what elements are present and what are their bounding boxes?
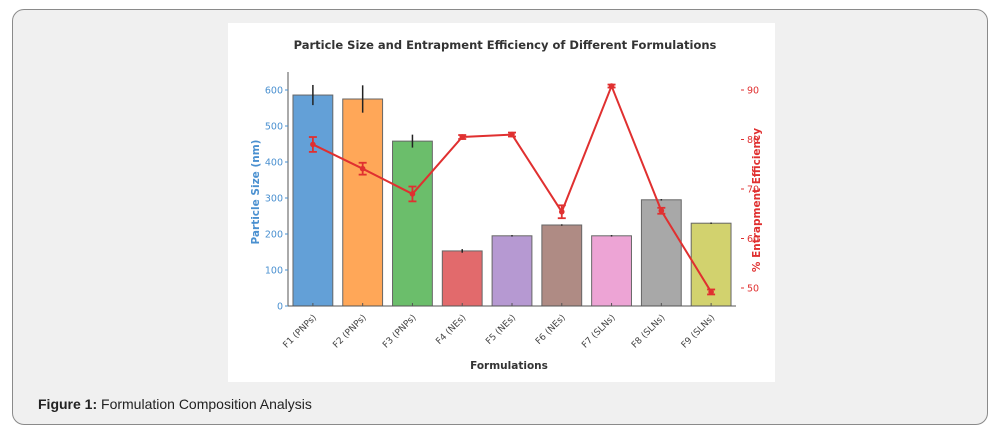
x-tick-label: F8 (SLNs)	[630, 313, 667, 350]
efficiency-point	[409, 191, 416, 197]
y2-tick-label: 70	[747, 185, 759, 196]
y2-tick-label: 60	[747, 234, 759, 245]
y-tick-label: 100	[265, 266, 283, 277]
x-tick-label: F9 (SLNs)	[680, 313, 717, 350]
y-tick-label: 500	[265, 122, 283, 133]
bar-error-bars	[312, 84, 712, 253]
x-tick-label: F6 (NEs)	[534, 313, 568, 347]
caption-text: Formulation Composition Analysis	[97, 396, 312, 412]
y-tick-label: 400	[265, 158, 283, 169]
efficiency-point	[509, 131, 515, 138]
x-tick-label: F2 (PNPs)	[331, 313, 368, 350]
bars-group	[292, 94, 732, 307]
bar	[441, 250, 483, 307]
y-tick-label: 0	[277, 302, 283, 313]
x-tick-label: F4 (NEs)	[434, 313, 468, 347]
x-tick-label: F7 (SLNs)	[580, 313, 617, 350]
y2-axis-label: % Entrapment Efficiency	[751, 128, 763, 272]
axes-group: F1 (PNPs) F2 (PNPs) F3 (PNPs) F4 (NEs) F5 (N…	[265, 72, 759, 350]
efficiency-point	[359, 165, 366, 172]
y-tick-label: 200	[265, 230, 283, 241]
x-axis-label: Formulations	[470, 360, 548, 372]
y-axis-label: Particle Size (nm)	[250, 140, 262, 245]
efficiency-line-group	[308, 83, 716, 296]
y2-tick-label: 90	[747, 86, 759, 97]
x-tick-label: F3 (PNPs)	[381, 313, 418, 350]
chart-title: Particle Size and Entrapment Efficiency …	[294, 38, 717, 52]
x-tick-label: F5 (NEs)	[484, 313, 518, 347]
bar	[591, 235, 632, 307]
x-tick-label: F1 (PNPs)	[282, 313, 319, 350]
figure-caption: Figure 1: Formulation Composition Analys…	[38, 396, 312, 412]
efficiency-point	[608, 83, 615, 89]
y2-tick-label: 80	[747, 135, 759, 146]
chart-svg: Particle Size and Entrapment Efficiency …	[250, 38, 763, 372]
bar	[292, 94, 334, 307]
efficiency-point	[658, 207, 665, 214]
bar	[541, 224, 583, 307]
efficiency-point	[708, 289, 714, 295]
bar	[342, 98, 384, 307]
efficiency-point	[459, 134, 466, 140]
y2-tick-label: 50	[747, 284, 759, 295]
bar	[640, 199, 682, 307]
caption-label: Figure 1:	[38, 396, 98, 412]
efficiency-point	[310, 141, 316, 148]
y-tick-label: 600	[265, 86, 283, 97]
efficiency-point	[558, 208, 565, 215]
chart-image: Particle Size and Entrapment Efficiency …	[228, 23, 775, 382]
bar	[491, 235, 533, 307]
bar	[392, 140, 433, 307]
y-tick-label: 300	[265, 194, 283, 205]
